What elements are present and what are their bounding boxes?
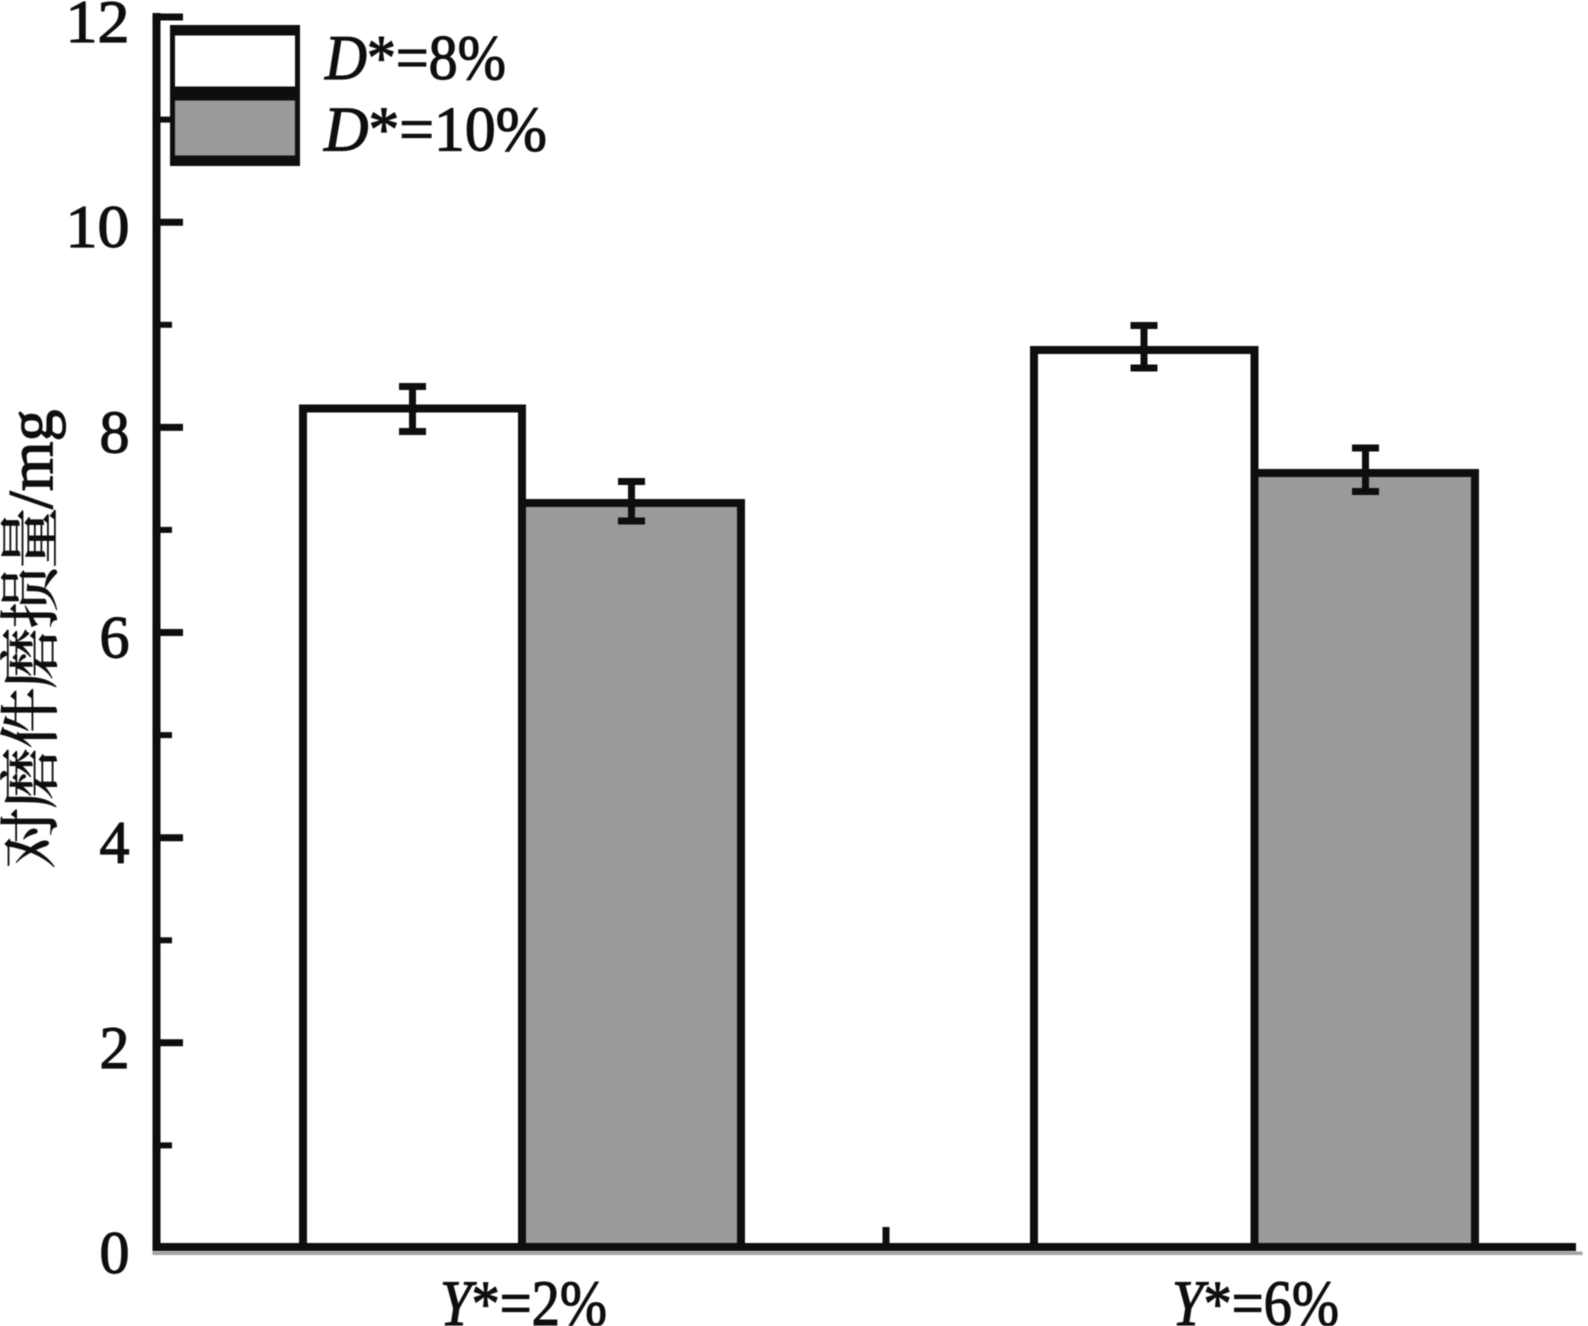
svg-text:Y*=6%: Y*=6%	[1172, 1268, 1339, 1326]
svg-text:0: 0	[100, 1220, 130, 1286]
svg-text:D*=10%: D*=10%	[323, 94, 547, 165]
svg-text:10: 10	[66, 194, 130, 260]
svg-text:12: 12	[66, 0, 130, 55]
svg-text:4: 4	[100, 810, 130, 876]
svg-text:Y*=2%: Y*=2%	[440, 1268, 607, 1326]
svg-text:6: 6	[100, 605, 130, 671]
svg-text:2: 2	[100, 1015, 130, 1081]
svg-text:D*=8%: D*=8%	[324, 22, 506, 93]
svg-text:/mg: /mg	[0, 409, 66, 509]
svg-text:8: 8	[100, 399, 130, 465]
